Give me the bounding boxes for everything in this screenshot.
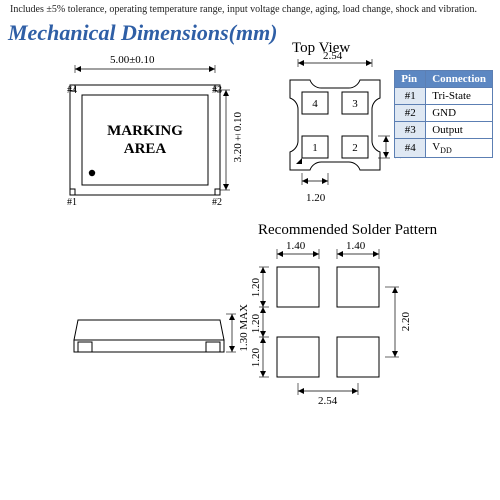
dim-pad-pitch: 2.54 (323, 50, 342, 62)
pad-view-drawing: 4 3 1 2 (260, 55, 410, 215)
table-row: #2GND (395, 105, 493, 122)
svg-text:3: 3 (352, 98, 358, 110)
svg-text:2: 2 (352, 142, 358, 154)
svg-text:1: 1 (312, 142, 318, 154)
th-pin: Pin (395, 71, 426, 88)
dim-sp-w2: 1.40 (346, 240, 365, 252)
dim-sp-pitch: 2.54 (318, 395, 337, 407)
dim-width: 5.00±0.10 (110, 54, 155, 66)
svg-text:#4: #4 (67, 85, 77, 96)
svg-text:#1: #1 (67, 197, 77, 208)
dim-sp-gap: 1.20 (250, 314, 262, 333)
solder-pattern-drawing (245, 245, 435, 420)
pin-table: Pin Connection #1Tri-State #2GND #3Outpu… (394, 70, 493, 158)
header-fragment: Includes ±5% tolerance, operating temper… (10, 4, 490, 15)
side-package-drawing (30, 280, 245, 380)
dim-sp-s1: 1.20 (250, 278, 262, 297)
label-recommended-pattern: Recommended Solder Pattern (258, 222, 437, 239)
top-package-drawing: #4 #3 #1 #2 MARKING AREA (20, 55, 250, 220)
table-row: #3Output (395, 122, 493, 139)
marking-line1: MARKING (107, 123, 183, 139)
dim-pad-w: 1.20 (306, 192, 325, 204)
svg-text:#3: #3 (212, 85, 222, 96)
dim-height: 3.20±0.10 (232, 112, 244, 163)
pin-table-header: Pin Connection (395, 71, 493, 88)
svg-text:#2: #2 (212, 197, 222, 208)
dim-sp-overall: 2.20 (400, 312, 412, 331)
dim-sp-w1: 1.40 (286, 240, 305, 252)
table-row: #1Tri-State (395, 88, 493, 105)
svg-text:4: 4 (312, 98, 318, 110)
th-conn: Connection (426, 71, 493, 88)
marking-line2: AREA (124, 141, 167, 157)
section-title: Mechanical Dimensions(mm) (8, 20, 278, 46)
table-row: #4VDD (395, 139, 493, 158)
dim-sp-s2: 1.20 (250, 348, 262, 367)
